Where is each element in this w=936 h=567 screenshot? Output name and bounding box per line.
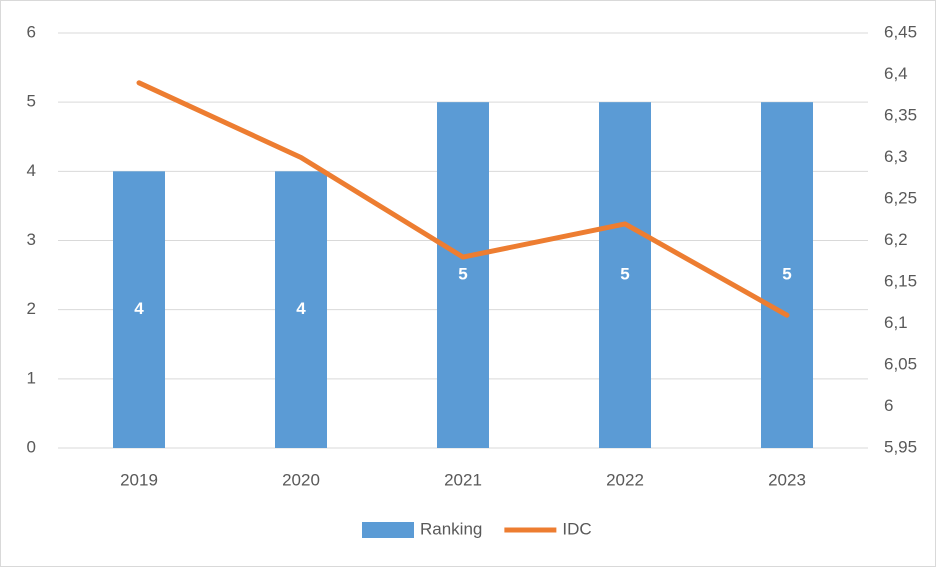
line (136, 80, 790, 318)
y-tick-label: 2 (27, 299, 36, 318)
bar (113, 171, 165, 449)
y2-tick-label: 6,35 (884, 105, 917, 124)
legend-label: Ranking (420, 519, 482, 538)
y-tick-label: 1 (27, 368, 36, 387)
bar (275, 171, 327, 449)
data-label: 5 (458, 265, 467, 284)
y2-tick-label: 6 (884, 396, 893, 415)
data-label: 5 (620, 265, 629, 284)
legend-swatch (362, 522, 414, 538)
y2-tick-label: 6,2 (884, 230, 908, 249)
bar (437, 102, 489, 449)
y-tick-label: 0 (27, 437, 36, 456)
y2-tick-label: 6,05 (884, 354, 917, 373)
x-tick-label: 2023 (768, 470, 806, 489)
x-tick-label: 2020 (282, 470, 320, 489)
y-tick-label: 3 (27, 230, 36, 249)
y2-tick-label: 6,4 (884, 64, 908, 83)
y2-tick-label: 5,95 (884, 437, 917, 456)
data-label: 4 (134, 299, 144, 318)
data-label: 5 (782, 265, 791, 284)
x-tick-label: 2021 (444, 470, 482, 489)
x-tick-label: 2022 (606, 470, 644, 489)
data-label: 4 (296, 299, 306, 318)
y2-tick-label: 6,1 (884, 313, 908, 332)
y-tick-label: 6 (27, 22, 36, 41)
y2-tick-label: 6,3 (884, 147, 908, 166)
legend-label: IDC (562, 519, 591, 538)
y2-tick-label: 6,25 (884, 188, 917, 207)
y-tick-label: 4 (27, 161, 36, 180)
bar (599, 102, 651, 449)
bar (761, 102, 813, 449)
y-tick-label: 5 (27, 92, 36, 111)
y2-tick-label: 6,15 (884, 271, 917, 290)
x-tick-label: 2019 (120, 470, 158, 489)
y2-tick-label: 6,45 (884, 22, 917, 41)
